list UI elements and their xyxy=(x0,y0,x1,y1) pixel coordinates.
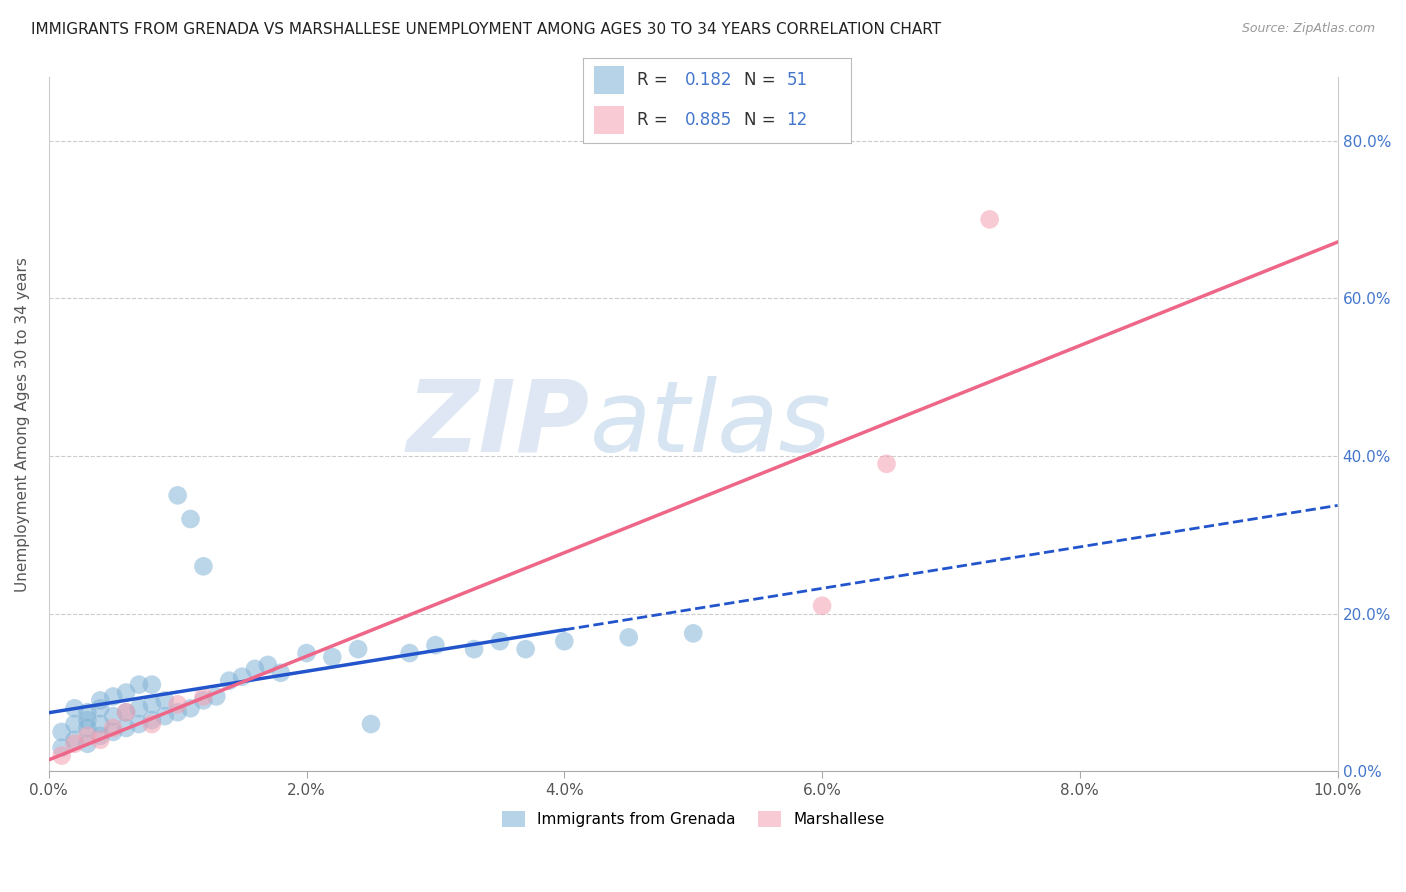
Point xyxy=(425,638,447,652)
Point xyxy=(141,678,163,692)
Point xyxy=(180,701,202,715)
Point xyxy=(295,646,318,660)
Point xyxy=(103,725,125,739)
Point xyxy=(218,673,240,688)
Text: 12: 12 xyxy=(786,112,808,129)
Point xyxy=(128,701,150,715)
Point xyxy=(103,709,125,723)
Text: R =: R = xyxy=(637,112,673,129)
Point xyxy=(153,709,176,723)
Point xyxy=(876,457,898,471)
Y-axis label: Unemployment Among Ages 30 to 34 years: Unemployment Among Ages 30 to 34 years xyxy=(15,257,30,591)
Point xyxy=(115,705,138,719)
Point xyxy=(153,693,176,707)
Text: 0.182: 0.182 xyxy=(685,71,733,89)
Point xyxy=(89,732,111,747)
Point xyxy=(617,630,640,644)
Point xyxy=(811,599,834,613)
Point xyxy=(115,685,138,699)
Point xyxy=(63,737,86,751)
Point xyxy=(63,717,86,731)
Point xyxy=(89,717,111,731)
Point xyxy=(128,678,150,692)
Point xyxy=(193,559,215,574)
Point xyxy=(166,488,188,502)
Point xyxy=(76,737,98,751)
Point xyxy=(193,690,215,704)
Point xyxy=(103,690,125,704)
Text: IMMIGRANTS FROM GRENADA VS MARSHALLESE UNEMPLOYMENT AMONG AGES 30 TO 34 YEARS CO: IMMIGRANTS FROM GRENADA VS MARSHALLESE U… xyxy=(31,22,941,37)
Text: R =: R = xyxy=(637,71,673,89)
Point xyxy=(463,642,485,657)
Point xyxy=(76,713,98,727)
Text: ZIP: ZIP xyxy=(408,376,591,473)
Point xyxy=(141,698,163,712)
Point xyxy=(193,693,215,707)
Point xyxy=(51,740,73,755)
Point xyxy=(76,729,98,743)
Point xyxy=(180,512,202,526)
Point xyxy=(257,657,280,672)
Point xyxy=(243,662,266,676)
Point xyxy=(205,690,228,704)
Point xyxy=(141,713,163,727)
FancyBboxPatch shape xyxy=(595,106,624,134)
Point xyxy=(63,701,86,715)
Text: atlas: atlas xyxy=(591,376,832,473)
Point xyxy=(166,698,188,712)
Text: N =: N = xyxy=(744,112,780,129)
Text: N =: N = xyxy=(744,71,780,89)
Point xyxy=(89,729,111,743)
Point xyxy=(347,642,370,657)
FancyBboxPatch shape xyxy=(595,67,624,95)
Point xyxy=(89,693,111,707)
Point xyxy=(63,732,86,747)
Point xyxy=(231,670,253,684)
Point xyxy=(553,634,575,648)
Point xyxy=(682,626,704,640)
Point xyxy=(115,721,138,735)
Text: 51: 51 xyxy=(786,71,807,89)
Point xyxy=(166,705,188,719)
Legend: Immigrants from Grenada, Marshallese: Immigrants from Grenada, Marshallese xyxy=(495,805,891,833)
Point xyxy=(128,717,150,731)
Point xyxy=(103,721,125,735)
Point xyxy=(89,701,111,715)
Point xyxy=(398,646,420,660)
Point xyxy=(115,705,138,719)
Point xyxy=(321,650,343,665)
Point xyxy=(141,717,163,731)
Point xyxy=(270,665,292,680)
Point xyxy=(515,642,537,657)
Point xyxy=(489,634,512,648)
Point xyxy=(76,721,98,735)
Point xyxy=(51,748,73,763)
Text: Source: ZipAtlas.com: Source: ZipAtlas.com xyxy=(1241,22,1375,36)
Point xyxy=(76,705,98,719)
Text: 0.885: 0.885 xyxy=(685,112,733,129)
Point xyxy=(979,212,1001,227)
Point xyxy=(360,717,382,731)
Point xyxy=(51,725,73,739)
